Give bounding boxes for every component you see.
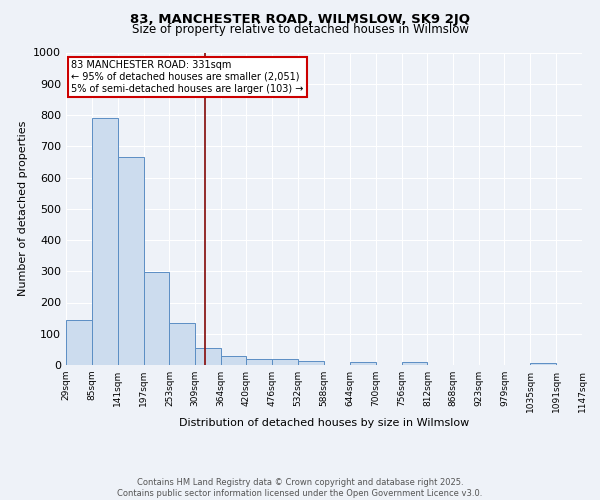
Bar [143, 272, 169, 365]
Bar [169, 323, 195, 365]
Text: 83, MANCHESTER ROAD, WILMSLOW, SK9 2JQ: 83, MANCHESTER ROAD, WILMSLOW, SK9 2JQ [130, 12, 470, 26]
Bar [66, 320, 92, 365]
Bar [221, 356, 247, 365]
Bar [298, 361, 324, 365]
Text: 83 MANCHESTER ROAD: 331sqm
← 95% of detached houses are smaller (2,051)
5% of se: 83 MANCHESTER ROAD: 331sqm ← 95% of deta… [71, 60, 304, 94]
Y-axis label: Number of detached properties: Number of detached properties [17, 121, 28, 296]
Bar [92, 118, 118, 365]
Bar [118, 157, 143, 365]
Bar [272, 360, 298, 365]
Bar [247, 360, 272, 365]
Bar [195, 348, 221, 365]
Bar [401, 362, 427, 365]
Bar [530, 362, 556, 365]
X-axis label: Distribution of detached houses by size in Wilmslow: Distribution of detached houses by size … [179, 418, 469, 428]
Text: Size of property relative to detached houses in Wilmslow: Size of property relative to detached ho… [131, 22, 469, 36]
Text: Contains HM Land Registry data © Crown copyright and database right 2025.
Contai: Contains HM Land Registry data © Crown c… [118, 478, 482, 498]
Bar [350, 362, 376, 365]
